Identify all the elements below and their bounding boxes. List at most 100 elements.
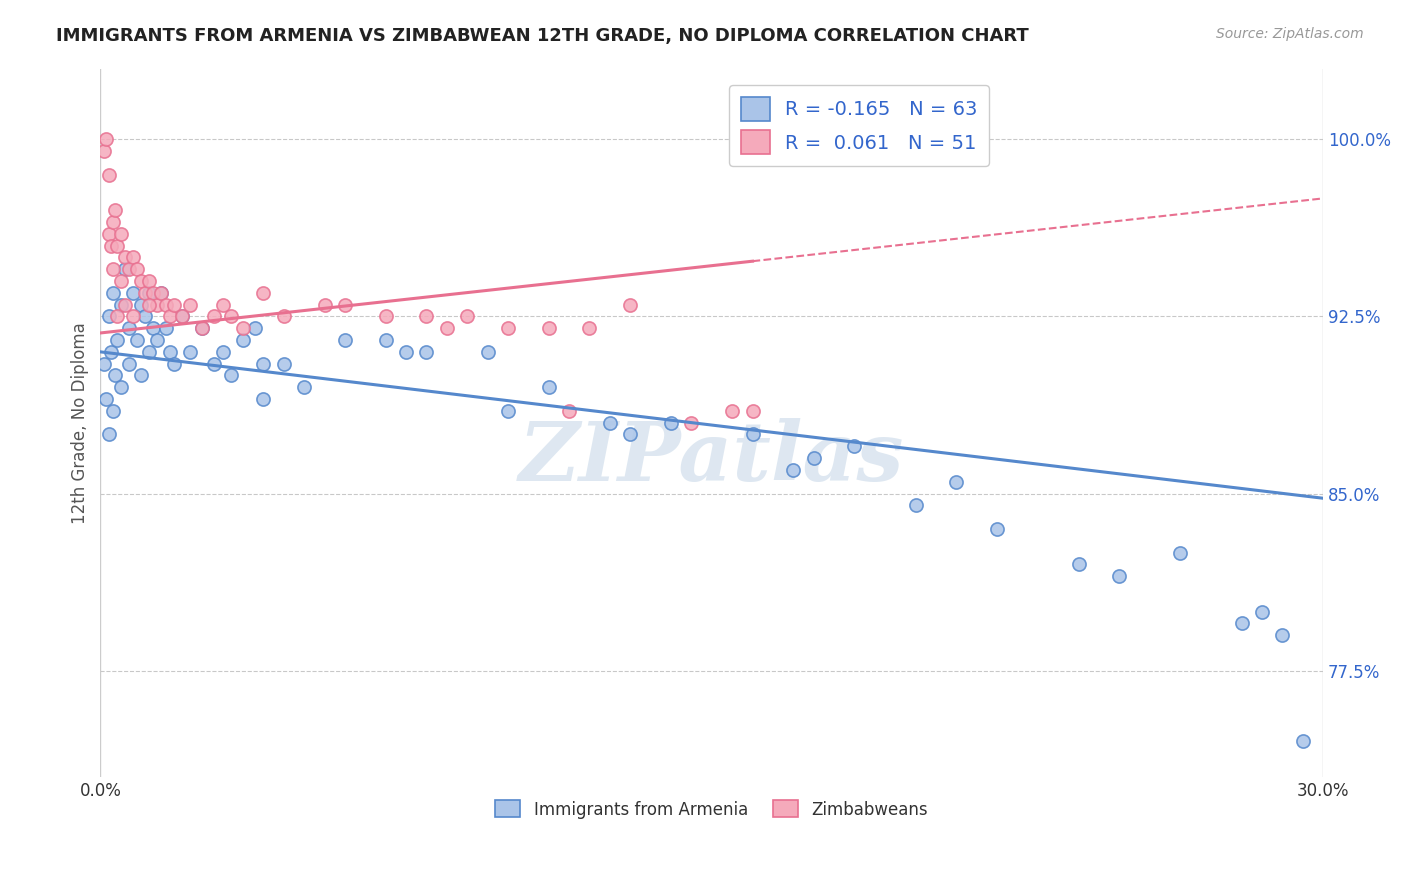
Point bbox=[110, 298, 132, 312]
Point bbox=[105, 333, 128, 347]
Point bbox=[496, 404, 519, 418]
Point bbox=[436, 321, 458, 335]
Point bbox=[537, 380, 560, 394]
Point bbox=[122, 285, 145, 300]
Point bbox=[558, 404, 581, 418]
Point bbox=[219, 368, 242, 383]
Point bbox=[659, 416, 682, 430]
Point bbox=[93, 144, 115, 158]
Point bbox=[204, 310, 226, 324]
Point bbox=[986, 522, 1008, 536]
Point bbox=[122, 251, 145, 265]
Point bbox=[146, 298, 169, 312]
Point bbox=[477, 344, 499, 359]
Point bbox=[97, 427, 120, 442]
Point bbox=[599, 416, 621, 430]
Point bbox=[122, 310, 145, 324]
Point bbox=[1251, 605, 1274, 619]
Point bbox=[803, 451, 825, 466]
Point bbox=[204, 357, 226, 371]
Point bbox=[578, 321, 600, 335]
Point bbox=[114, 298, 136, 312]
Point bbox=[134, 285, 156, 300]
Point bbox=[681, 416, 703, 430]
Point bbox=[96, 392, 118, 406]
Point bbox=[105, 310, 128, 324]
Point bbox=[1067, 558, 1090, 572]
Point bbox=[138, 285, 160, 300]
Point bbox=[118, 321, 141, 335]
Point bbox=[1230, 616, 1253, 631]
Point bbox=[110, 227, 132, 241]
Point bbox=[179, 344, 201, 359]
Point bbox=[97, 310, 120, 324]
Point bbox=[100, 238, 122, 252]
Point bbox=[142, 321, 165, 335]
Point bbox=[1170, 545, 1192, 559]
Point bbox=[110, 380, 132, 394]
Point bbox=[134, 310, 156, 324]
Point bbox=[138, 274, 160, 288]
Point bbox=[904, 499, 927, 513]
Point bbox=[118, 262, 141, 277]
Point bbox=[159, 310, 181, 324]
Point bbox=[142, 285, 165, 300]
Point bbox=[415, 344, 437, 359]
Point bbox=[129, 274, 152, 288]
Point bbox=[273, 357, 295, 371]
Point bbox=[619, 427, 641, 442]
Point bbox=[163, 298, 186, 312]
Point bbox=[374, 333, 396, 347]
Point bbox=[496, 321, 519, 335]
Point bbox=[245, 321, 267, 335]
Point bbox=[211, 298, 233, 312]
Point bbox=[114, 251, 136, 265]
Point bbox=[292, 380, 315, 394]
Point bbox=[146, 333, 169, 347]
Point bbox=[114, 262, 136, 277]
Point bbox=[374, 310, 396, 324]
Point bbox=[100, 344, 122, 359]
Point bbox=[945, 475, 967, 489]
Point bbox=[129, 298, 152, 312]
Point bbox=[415, 310, 437, 324]
Point bbox=[252, 392, 274, 406]
Point bbox=[150, 285, 173, 300]
Point bbox=[179, 298, 201, 312]
Point bbox=[170, 310, 193, 324]
Point bbox=[155, 298, 177, 312]
Point bbox=[1108, 569, 1130, 583]
Point bbox=[97, 227, 120, 241]
Point bbox=[844, 439, 866, 453]
Point bbox=[252, 285, 274, 300]
Point bbox=[93, 357, 115, 371]
Point bbox=[741, 404, 763, 418]
Point bbox=[170, 310, 193, 324]
Point bbox=[97, 168, 120, 182]
Point bbox=[333, 333, 356, 347]
Point bbox=[782, 463, 804, 477]
Point bbox=[219, 310, 242, 324]
Point bbox=[741, 427, 763, 442]
Text: Source: ZipAtlas.com: Source: ZipAtlas.com bbox=[1216, 27, 1364, 41]
Point bbox=[101, 404, 124, 418]
Point bbox=[155, 321, 177, 335]
Point bbox=[273, 310, 295, 324]
Point bbox=[211, 344, 233, 359]
Point bbox=[101, 215, 124, 229]
Point bbox=[232, 321, 254, 335]
Point bbox=[101, 285, 124, 300]
Point bbox=[150, 285, 173, 300]
Point bbox=[105, 238, 128, 252]
Point bbox=[232, 333, 254, 347]
Point bbox=[104, 203, 127, 218]
Point bbox=[721, 404, 744, 418]
Text: IMMIGRANTS FROM ARMENIA VS ZIMBABWEAN 12TH GRADE, NO DIPLOMA CORRELATION CHART: IMMIGRANTS FROM ARMENIA VS ZIMBABWEAN 12… bbox=[56, 27, 1029, 45]
Point bbox=[163, 357, 186, 371]
Point bbox=[395, 344, 418, 359]
Point bbox=[1271, 628, 1294, 642]
Point bbox=[314, 298, 336, 312]
Point bbox=[537, 321, 560, 335]
Point bbox=[456, 310, 478, 324]
Point bbox=[619, 298, 641, 312]
